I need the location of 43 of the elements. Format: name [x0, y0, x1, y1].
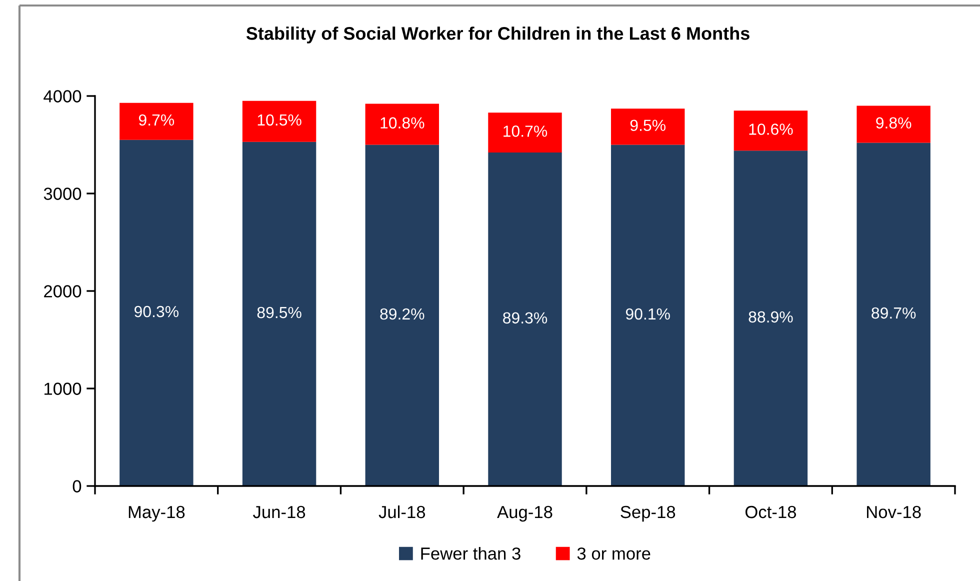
- bar: [856, 106, 930, 143]
- bar: [611, 144, 685, 486]
- bar: [611, 108, 685, 145]
- bar: [734, 110, 808, 151]
- legend-label: Fewer than 3: [421, 546, 520, 560]
- annotation: 90.3%: [134, 306, 179, 318]
- annotation: 9.8%: [876, 117, 912, 129]
- x-tick-label: Sep-18: [620, 506, 676, 522]
- bar: [365, 144, 439, 486]
- annotation: 10.6%: [749, 124, 793, 135]
- annotation: 89.3%: [503, 312, 548, 324]
- y-tick-label: 0: [72, 480, 82, 492]
- annotation: 10.7%: [504, 126, 548, 137]
- x-tick-label: Nov-18: [867, 506, 921, 518]
- annotation: 90.1%: [626, 308, 670, 320]
- x-tick-label: May-18: [128, 506, 185, 522]
- x-tick-label: Oct-18: [745, 506, 796, 518]
- x-tick-label: Jul-18: [378, 505, 426, 518]
- y-tick-label: 4000: [44, 90, 82, 102]
- bar: [856, 142, 930, 486]
- y-tick-label: 3000: [44, 188, 82, 200]
- chart-title: Stability of Social Worker for Children in the Last 6 Months: [246, 26, 750, 44]
- annotation: 89.2%: [380, 308, 424, 320]
- bar: [242, 100, 316, 142]
- annotation: 9.7%: [138, 114, 174, 126]
- bar: [365, 104, 439, 145]
- annotation: 9.5%: [630, 120, 666, 131]
- annotation: 88.9%: [748, 311, 793, 323]
- bar: [242, 142, 316, 486]
- bar: [488, 112, 562, 153]
- legend-label: 3 or more: [577, 547, 650, 560]
- annotation: 89.5%: [257, 306, 302, 318]
- y-tick-label: 1000: [44, 382, 82, 395]
- annotation: 89.7%: [872, 307, 916, 319]
- bar: [120, 140, 194, 486]
- annotation: 10.8%: [380, 117, 424, 129]
- x-tick-label: Aug-18: [497, 506, 552, 522]
- annotation: 10.5%: [258, 114, 302, 126]
- y-tick-label: 2000: [44, 285, 82, 298]
- bar: [488, 152, 562, 486]
- x-tick-label: Jun-18: [253, 506, 306, 518]
- bar: [120, 102, 194, 140]
- bar: [734, 150, 808, 486]
